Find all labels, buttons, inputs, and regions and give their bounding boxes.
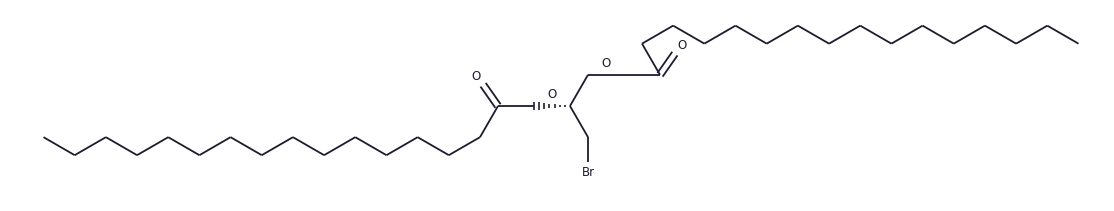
Text: O: O <box>602 57 610 70</box>
Text: Br: Br <box>582 166 595 179</box>
Text: O: O <box>677 39 687 52</box>
Text: O: O <box>471 70 480 83</box>
Text: O: O <box>547 88 557 101</box>
